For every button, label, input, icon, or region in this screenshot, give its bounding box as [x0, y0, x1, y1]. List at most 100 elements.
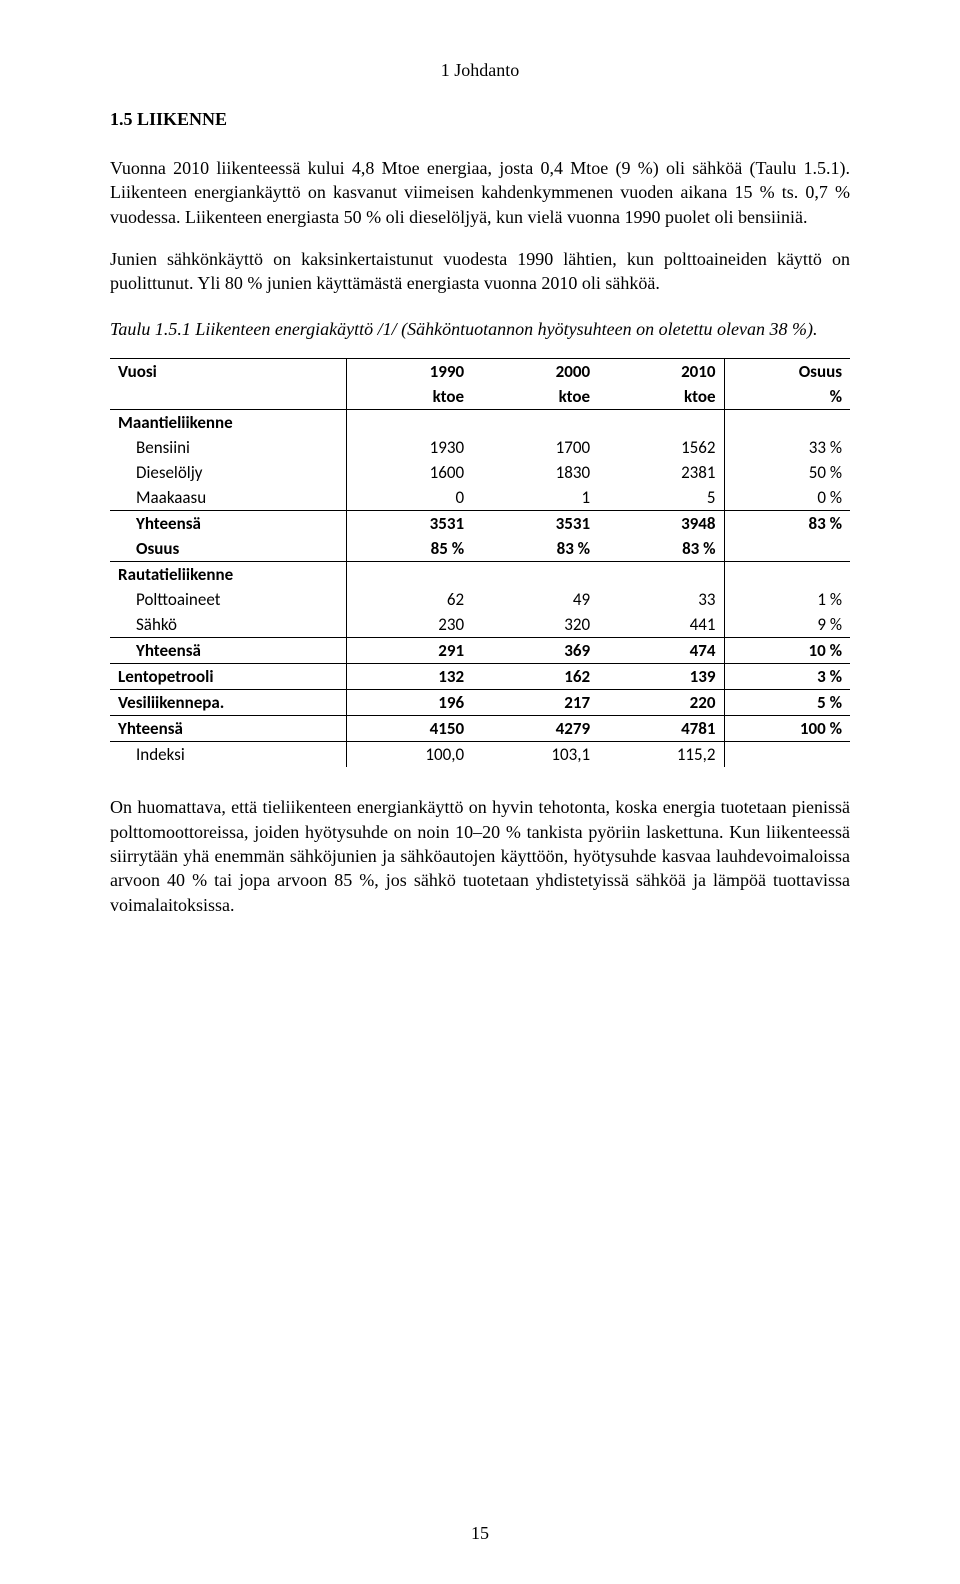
cell	[724, 562, 850, 588]
cell: 100 %	[724, 716, 850, 742]
cell: 1700	[472, 435, 598, 460]
cell: 2381	[598, 460, 724, 485]
cell: 100,0	[346, 742, 472, 768]
energy-table: Vuosi 1990 2000 2010 Osuus ktoe ktoe kto…	[110, 358, 850, 767]
cell: 1930	[346, 435, 472, 460]
row-label: Maakaasu	[110, 485, 346, 511]
cell	[724, 742, 850, 768]
cell: 1 %	[724, 587, 850, 612]
cell: 5	[598, 485, 724, 511]
table-body: MaantieliikenneBensiini19301700156233 %D…	[110, 410, 850, 768]
cell: 83 %	[724, 511, 850, 537]
header-cell: ktoe	[598, 384, 724, 410]
cell: 217	[472, 690, 598, 716]
cell: 83 %	[472, 536, 598, 562]
cell	[724, 536, 850, 562]
cell: 1830	[472, 460, 598, 485]
header-cell: 2000	[472, 359, 598, 385]
cell: 33 %	[724, 435, 850, 460]
cell: 9 %	[724, 612, 850, 638]
table-row: Osuus85 %83 %83 %	[110, 536, 850, 562]
header-cell: Vuosi	[110, 359, 346, 385]
page-header: 1 Johdanto	[110, 60, 850, 81]
cell: 1	[472, 485, 598, 511]
cell: 441	[598, 612, 724, 638]
row-label: Indeksi	[110, 742, 346, 768]
cell: 196	[346, 690, 472, 716]
cell: 230	[346, 612, 472, 638]
table-row: Lentopetrooli1321621393 %	[110, 664, 850, 690]
table-row: Vesiliikennepa.1962172205 %	[110, 690, 850, 716]
table-row: Dieselöljy16001830238150 %	[110, 460, 850, 485]
cell: 132	[346, 664, 472, 690]
table-row: Maantieliikenne	[110, 410, 850, 436]
cell: 85 %	[346, 536, 472, 562]
header-cell: ktoe	[472, 384, 598, 410]
cell: 0	[346, 485, 472, 511]
row-label: Vesiliikennepa.	[110, 690, 346, 716]
cell: 1562	[598, 435, 724, 460]
row-label: Osuus	[110, 536, 346, 562]
cell: 4150	[346, 716, 472, 742]
paragraph-2: Junien sähkönkäyttö on kaksinkertaistunu…	[110, 247, 850, 296]
paragraph-1: Vuonna 2010 liikenteessä kului 4,8 Mtoe …	[110, 156, 850, 229]
table-row: Polttoaineet6249331 %	[110, 587, 850, 612]
row-label: Rautatieliikenne	[110, 562, 346, 588]
cell: 1600	[346, 460, 472, 485]
row-label: Maantieliikenne	[110, 410, 346, 436]
header-cell	[110, 384, 346, 410]
row-label: Yhteensä	[110, 511, 346, 537]
cell: 50 %	[724, 460, 850, 485]
cell	[598, 410, 724, 436]
cell: 369	[472, 638, 598, 664]
cell: 33	[598, 587, 724, 612]
cell: 3 %	[724, 664, 850, 690]
header-cell: Osuus	[724, 359, 850, 385]
page-number: 15	[0, 1523, 960, 1544]
table-row: Maakaasu0150 %	[110, 485, 850, 511]
row-label: Sähkö	[110, 612, 346, 638]
cell: 139	[598, 664, 724, 690]
row-label: Polttoaineet	[110, 587, 346, 612]
table-row: Indeksi100,0103,1115,2	[110, 742, 850, 768]
cell: 320	[472, 612, 598, 638]
cell: 83 %	[598, 536, 724, 562]
cell: 3531	[472, 511, 598, 537]
paragraph-3: On huomattava, että tieliikenteen energi…	[110, 795, 850, 916]
table-row: Rautatieliikenne	[110, 562, 850, 588]
row-label: Dieselöljy	[110, 460, 346, 485]
cell: 3531	[346, 511, 472, 537]
cell	[346, 410, 472, 436]
cell	[724, 410, 850, 436]
cell: 220	[598, 690, 724, 716]
cell: 5 %	[724, 690, 850, 716]
table-row: Yhteensä29136947410 %	[110, 638, 850, 664]
row-label: Lentopetrooli	[110, 664, 346, 690]
table-header-row-2: ktoe ktoe ktoe %	[110, 384, 850, 410]
cell: 291	[346, 638, 472, 664]
header-cell: %	[724, 384, 850, 410]
table-row: Yhteensä415042794781100 %	[110, 716, 850, 742]
section-heading: 1.5 LIIKENNE	[110, 109, 850, 130]
document-page: 1 Johdanto 1.5 LIIKENNE Vuonna 2010 liik…	[0, 0, 960, 1584]
cell: 162	[472, 664, 598, 690]
table-caption: Taulu 1.5.1 Liikenteen energiakäyttö /1/…	[110, 319, 850, 340]
cell	[472, 410, 598, 436]
cell	[346, 562, 472, 588]
table-row: Yhteensä35313531394883 %	[110, 511, 850, 537]
table-row: Bensiini19301700156233 %	[110, 435, 850, 460]
row-label: Yhteensä	[110, 716, 346, 742]
cell: 62	[346, 587, 472, 612]
cell: 10 %	[724, 638, 850, 664]
cell: 474	[598, 638, 724, 664]
cell: 103,1	[472, 742, 598, 768]
table-header-row-1: Vuosi 1990 2000 2010 Osuus	[110, 359, 850, 385]
cell: 3948	[598, 511, 724, 537]
header-cell: 1990	[346, 359, 472, 385]
row-label: Bensiini	[110, 435, 346, 460]
cell: 0 %	[724, 485, 850, 511]
row-label: Yhteensä	[110, 638, 346, 664]
cell: 115,2	[598, 742, 724, 768]
cell: 4781	[598, 716, 724, 742]
cell	[598, 562, 724, 588]
